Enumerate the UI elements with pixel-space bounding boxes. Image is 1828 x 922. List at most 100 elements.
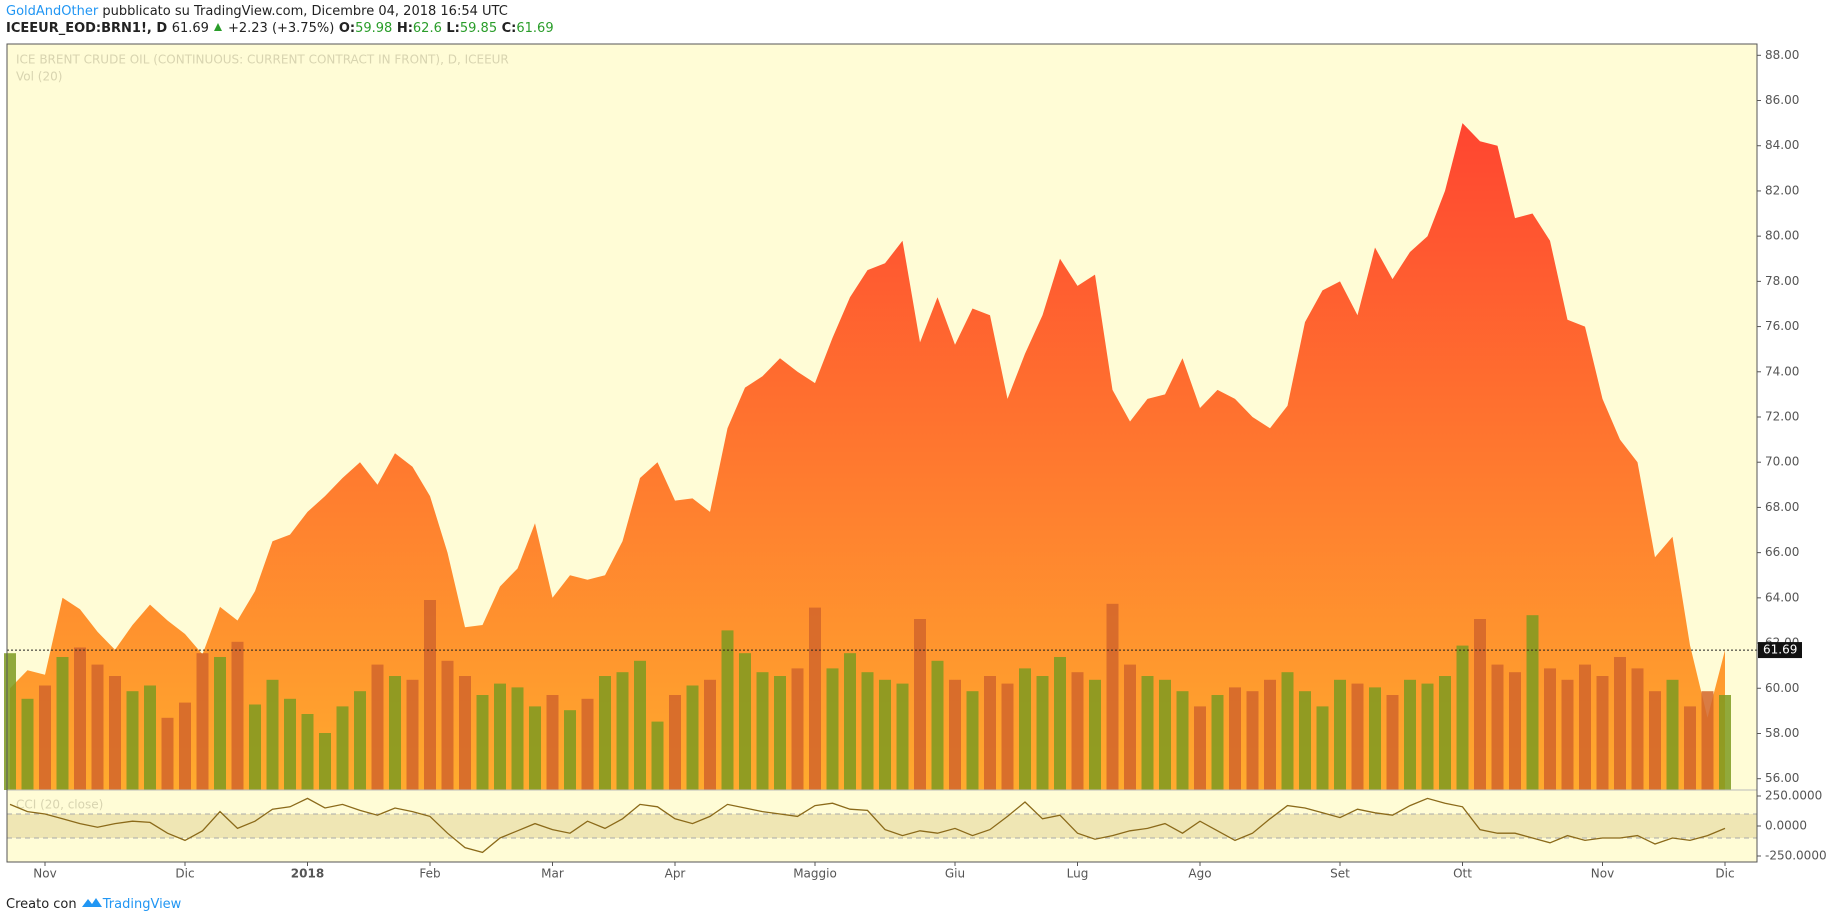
up-arrow: [214, 23, 223, 31]
cci-line: [9, 797, 1726, 854]
volume-bar: [581, 698, 594, 790]
x-tick-label: Apr: [665, 867, 686, 881]
volume-bar: [1334, 679, 1346, 790]
change: +2.23 (+3.75%): [227, 21, 335, 36]
y-tick-label: 76.00: [1765, 319, 1799, 333]
y-tick-label: 78.00: [1765, 274, 1799, 288]
x-tick-label: Feb: [419, 867, 440, 881]
y-tick-label: 84.00: [1765, 138, 1799, 152]
volume-bar: [336, 706, 349, 790]
ohlc-key: H:: [396, 21, 413, 36]
volume-bar: [861, 672, 874, 790]
legend: ICEEUR_EOD:BRN1!, D 61.69 +2.23 (+3.75%)…: [6, 21, 554, 36]
volume-bar: [1439, 676, 1451, 790]
volume-bar: [424, 600, 436, 790]
x-tick-label: Giu: [945, 867, 965, 881]
x-tick-label: Dic: [1715, 867, 1734, 881]
volume-bar: [179, 702, 191, 790]
y-tick-label: 66.00: [1765, 545, 1799, 559]
volume-bar: [564, 710, 576, 790]
volume-bar: [4, 653, 16, 790]
y-tick-label: 82.00: [1765, 183, 1799, 197]
brand[interactable]: TradingView: [102, 897, 182, 912]
volume-bar: [634, 660, 646, 790]
symbol: ICEEUR_EOD:BRN1!, D: [6, 21, 168, 36]
volume-bar: [511, 687, 524, 790]
volume-bar: [984, 676, 996, 790]
volume-bar: [74, 647, 86, 790]
volume-bar: [319, 733, 331, 790]
price: 61.69: [171, 21, 209, 36]
volume-bar: [949, 679, 961, 790]
header: GoldAndOther pubblicato su TradingView.c…: [6, 4, 508, 19]
volume-bar: [616, 672, 629, 790]
volume-bar: [704, 679, 716, 790]
y-tick-label: 70.00: [1765, 455, 1799, 469]
volume-bar: [1036, 676, 1049, 790]
volume-bar: [1456, 645, 1469, 790]
volume-bar: [284, 698, 296, 790]
ohlc-value: 59.98: [355, 21, 393, 36]
y-tick-label: 72.00: [1765, 410, 1799, 424]
volume-bar: [669, 695, 681, 790]
volume-bar: [1299, 691, 1311, 790]
volume-bar: [1369, 687, 1381, 790]
volume-bar: [914, 619, 926, 790]
volume-bar: [476, 695, 489, 790]
volume-bar: [739, 653, 751, 790]
volume-bar: [266, 679, 279, 790]
volume-bar: [39, 685, 51, 790]
volume-bar: [1491, 664, 1504, 790]
volume-bar: [1089, 679, 1101, 790]
y-tick-label: 86.00: [1765, 93, 1799, 107]
last-price-tag: [1758, 642, 1802, 659]
y-tick-label: 88.00: [1765, 48, 1799, 62]
volume-bar: [966, 691, 979, 790]
volume-bar: [1421, 683, 1434, 790]
ohlc-key: L:: [446, 21, 460, 36]
cci-label: CCI (20, close): [16, 798, 103, 812]
volume-bar: [196, 653, 209, 790]
x-tick-label: Lug: [1067, 867, 1089, 881]
x-tick-label: Set: [1330, 867, 1350, 881]
volume-bar: [1211, 695, 1224, 790]
volume-bar: [1614, 657, 1626, 790]
ohlc-key: C:: [501, 21, 517, 36]
logo: [81, 898, 102, 907]
y-tick-label: 64.00: [1765, 590, 1799, 604]
volume-bar: [1386, 695, 1399, 790]
volume-bar: [844, 653, 856, 790]
volume-bar: [1404, 679, 1416, 790]
volume-bar: [1019, 668, 1031, 790]
y-tick-label: 74.00: [1765, 364, 1799, 378]
volume-bar: [1106, 603, 1119, 790]
volume-bar: [301, 714, 314, 790]
volume-bar: [1194, 706, 1206, 790]
ohlc-value: 61.69: [516, 21, 554, 36]
volume-bar: [161, 717, 174, 790]
price-area: [10, 123, 1725, 791]
volume-bar: [1159, 679, 1171, 790]
frame: [6, 43, 1758, 863]
x-tick-label: Ago: [1188, 867, 1211, 881]
cci-tick-label: -250.0000: [1765, 849, 1827, 863]
volume-bar: [144, 685, 156, 790]
volume-bar: [1474, 619, 1486, 790]
volume-bar: [1649, 691, 1661, 790]
volume-bar: [931, 660, 944, 790]
author[interactable]: GoldAndOther: [6, 4, 99, 19]
volume-bar: [1666, 679, 1679, 790]
volume-bar: [371, 664, 384, 790]
volume-bar: [91, 664, 104, 790]
volume-bar: [1141, 676, 1154, 790]
volume-bar: [774, 676, 786, 790]
x-tick-label: Nov: [33, 867, 56, 881]
y-tick-label: 68.00: [1765, 500, 1799, 514]
chart-title: ICE BRENT CRUDE OIL (CONTINUOUS: CURRENT…: [16, 53, 509, 67]
cci-tick-label: 250.0000: [1765, 789, 1822, 803]
volume-bar: [249, 704, 261, 790]
footer-text: Creato con: [6, 897, 77, 912]
cci-tick-label: 0.0000: [1765, 819, 1807, 833]
volume-bar: [231, 641, 244, 790]
volume-bar: [1246, 691, 1259, 790]
